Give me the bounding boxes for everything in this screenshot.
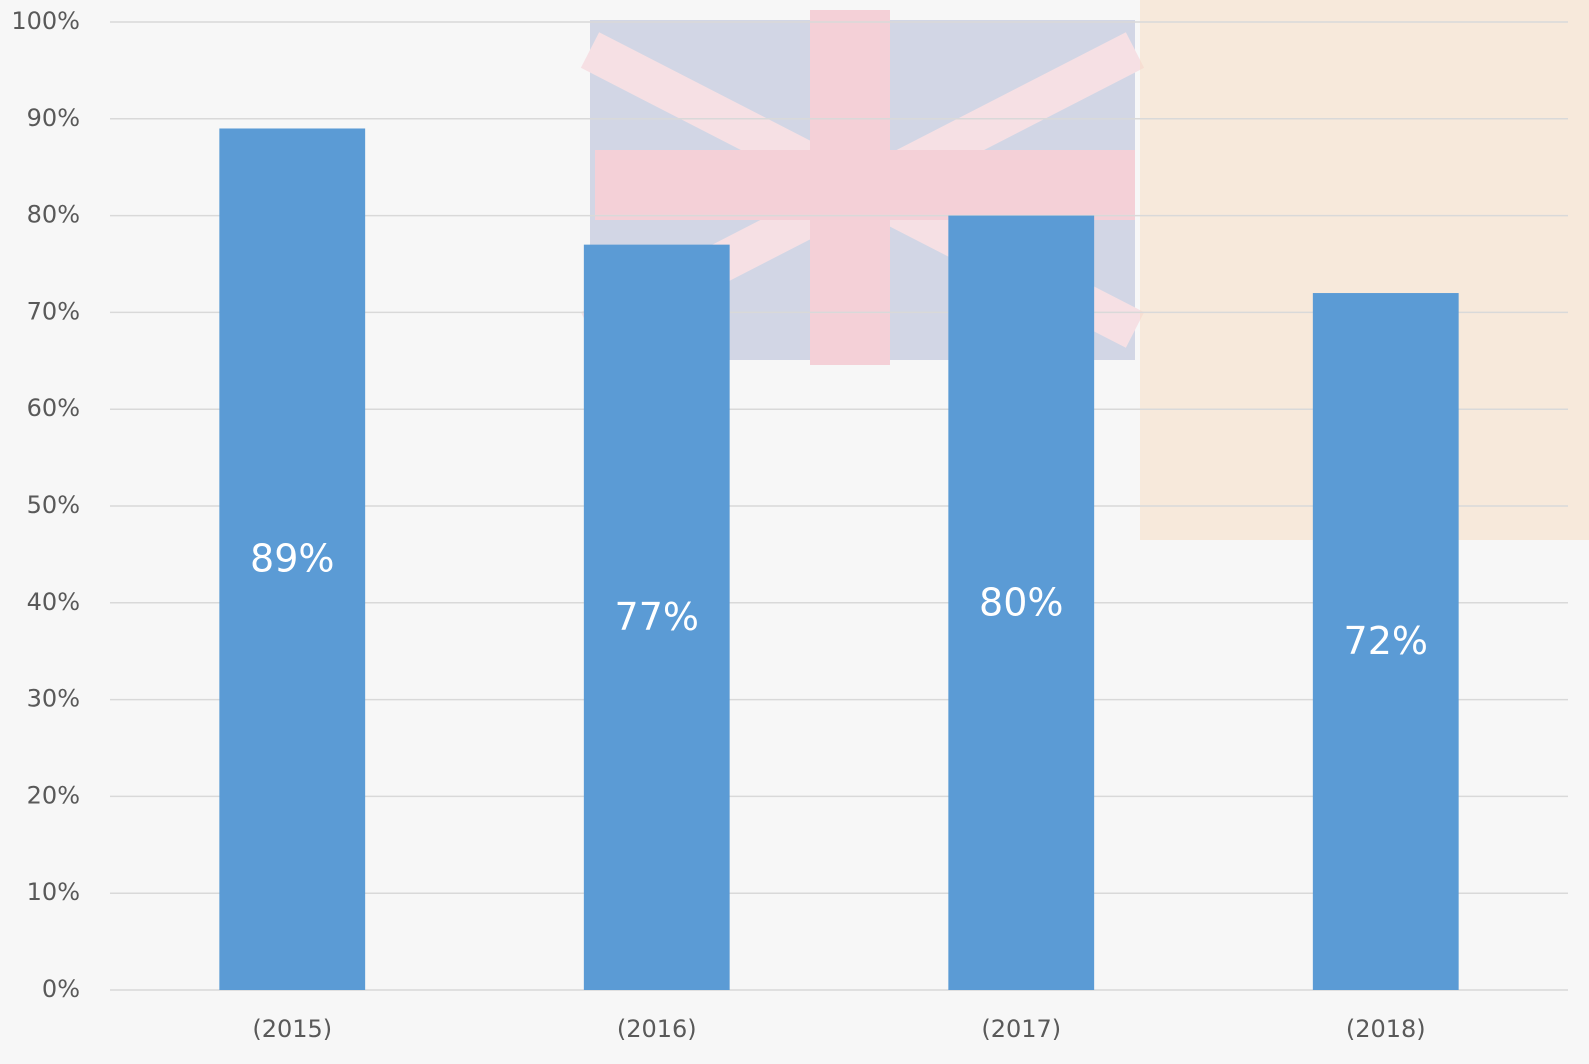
y-tick-label: 40% (27, 588, 80, 616)
bar (583, 244, 730, 990)
y-tick-label: 70% (27, 297, 80, 325)
y-tick-label: 80% (27, 201, 80, 229)
data-label: 72% (1344, 619, 1428, 663)
x-tick-label: (2015) (252, 1015, 332, 1043)
bar (948, 215, 1095, 991)
y-tick-label: 30% (27, 685, 80, 713)
data-label: 80% (979, 580, 1063, 624)
x-tick-label: (2016) (617, 1015, 697, 1043)
y-tick-label: 90% (27, 104, 80, 132)
y-tick-label: 20% (27, 781, 80, 809)
x-tick-label: (2017) (981, 1015, 1061, 1043)
y-tick-label: 10% (27, 878, 80, 906)
x-tick-label: (2018) (1346, 1015, 1426, 1043)
data-label: 89% (250, 537, 334, 581)
flag-decoration (580, 10, 1145, 365)
y-tick-label: 50% (27, 491, 80, 519)
bar (219, 128, 366, 991)
bar (1312, 293, 1459, 990)
data-label: 77% (615, 595, 699, 639)
y-tick-label: 100% (11, 7, 80, 35)
y-tick-label: 0% (42, 975, 80, 1003)
y-tick-label: 60% (27, 394, 80, 422)
